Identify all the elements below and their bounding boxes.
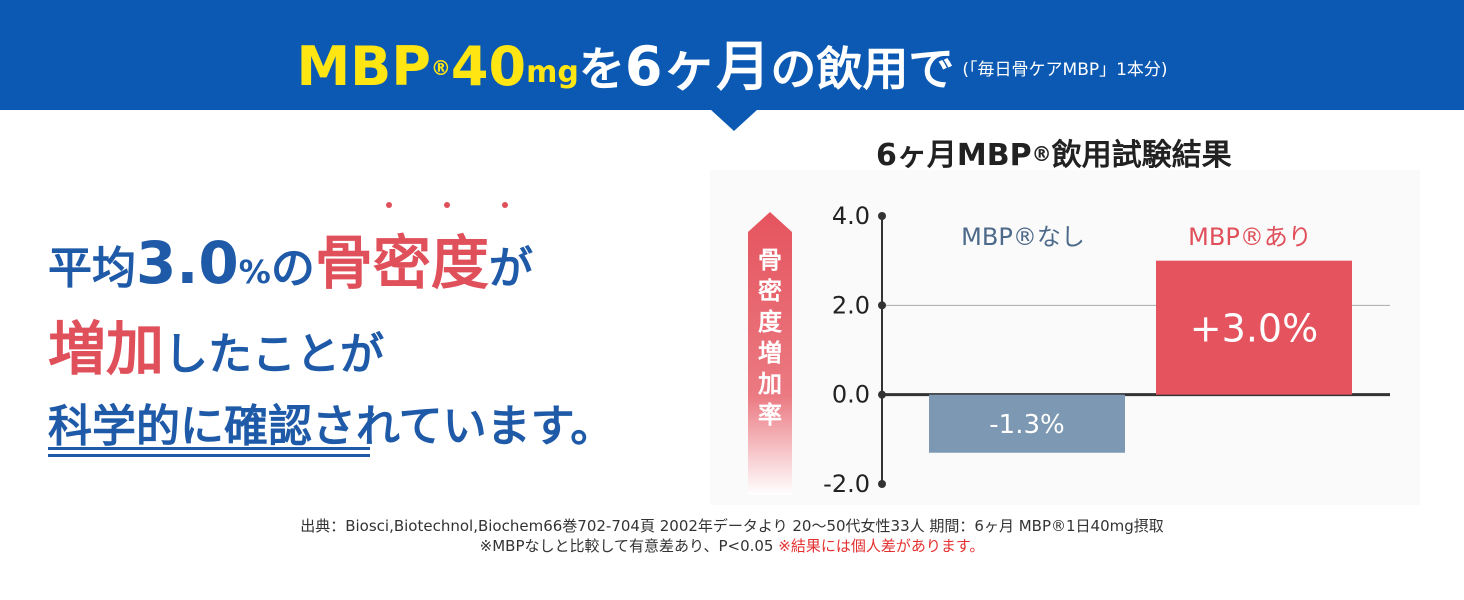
headline-line-1: 平均3.0%の骨密度が bbox=[48, 216, 533, 300]
headline-text: したことが bbox=[164, 329, 385, 380]
banner-particle: を bbox=[578, 42, 625, 96]
emphasis-dot bbox=[386, 202, 392, 208]
y-axis-tick bbox=[878, 301, 886, 310]
category-label: MBP®あり bbox=[1188, 223, 1312, 251]
headline-line-3: 科学的に確認されています。 bbox=[48, 401, 615, 452]
y-axis-label-char: 加 bbox=[758, 370, 782, 398]
registered-mark: ® bbox=[430, 56, 451, 80]
dose-value: 40 bbox=[450, 35, 527, 98]
banner-rest: の飲用で bbox=[770, 42, 955, 96]
headline-line-2: 増加したことが bbox=[48, 302, 384, 386]
y-tick-label: 0.0 bbox=[832, 381, 870, 409]
y-axis-label-char: 増 bbox=[758, 339, 782, 367]
headline-text: の bbox=[270, 243, 315, 294]
y-axis-label-char: 度 bbox=[758, 308, 783, 336]
header-banner bbox=[0, 0, 1464, 110]
y-axis-tick bbox=[878, 212, 886, 220]
individual-difference-warning: ※結果には個人差があります。 bbox=[778, 537, 985, 555]
y-axis-tick bbox=[878, 390, 886, 399]
y-axis-label-char: 密 bbox=[758, 277, 782, 305]
y-tick-label: 2.0 bbox=[832, 291, 870, 319]
significance-note: ※MBPなしと比較して有意差あり、P<0.05 bbox=[479, 537, 774, 555]
source-citation: 出典：Biosci,Biotechnol,Biochem66巻702-704頁 … bbox=[300, 517, 1164, 535]
y-axis-label-char: 率 bbox=[758, 401, 782, 429]
bar bbox=[929, 394, 1125, 453]
headline-percent: % bbox=[238, 253, 271, 291]
chart-title-reg-mark: ® bbox=[1031, 142, 1052, 166]
banner-duration: 6ヶ月 bbox=[624, 35, 771, 98]
y-axis-label: 骨密度増加率 bbox=[758, 246, 783, 429]
bar bbox=[1156, 260, 1352, 395]
banner-note: (「毎日骨ケアMBP」1本分) bbox=[962, 60, 1168, 80]
bar-value-label: -1.3% bbox=[989, 410, 1064, 440]
headline-text: が bbox=[488, 243, 533, 294]
chart-title-text: 6ヶ月MBP bbox=[876, 138, 1032, 173]
category-label: MBP®なし bbox=[961, 223, 1085, 251]
headline-value: 3.0 bbox=[136, 229, 239, 297]
y-axis-label-char: 骨 bbox=[758, 246, 782, 274]
banner-pointer-arrow bbox=[710, 109, 758, 131]
bar-value-label: +3.0% bbox=[1190, 306, 1318, 350]
emphasis-dot bbox=[502, 202, 508, 208]
banner-title: MBP®40mgを6ヶ月の飲用で (「毎日骨ケアMBP」1本分) bbox=[0, 22, 1464, 101]
y-tick-label: 4.0 bbox=[832, 202, 870, 230]
headline-keyword-increase: 増加 bbox=[48, 315, 165, 383]
y-axis-tick bbox=[878, 480, 886, 488]
y-tick-label: -2.0 bbox=[823, 470, 870, 498]
headline-text: 平均 bbox=[48, 243, 136, 294]
source-note: ※MBPなしと比較して有意差あり、P<0.05 ※結果には個人差があります。 bbox=[0, 535, 1464, 556]
bar-chart: 骨密度増加率 4.0 2.0 0.0 -2.0 -1.3% +3.0% MBP®なし MBP… bbox=[710, 170, 1420, 505]
chart-title: 6ヶ月MBP®飲用試験結果 bbox=[876, 130, 1232, 174]
dose-unit: mg bbox=[526, 55, 579, 90]
brand-name: MBP bbox=[296, 35, 431, 98]
chart-title-text: 飲用試験結果 bbox=[1051, 138, 1232, 173]
emphasis-dot bbox=[444, 202, 450, 208]
headline-double-underline bbox=[48, 447, 370, 457]
headline-keyword-bone-density: 骨密度 bbox=[314, 229, 489, 297]
y-axis-label-arrow bbox=[748, 212, 792, 495]
